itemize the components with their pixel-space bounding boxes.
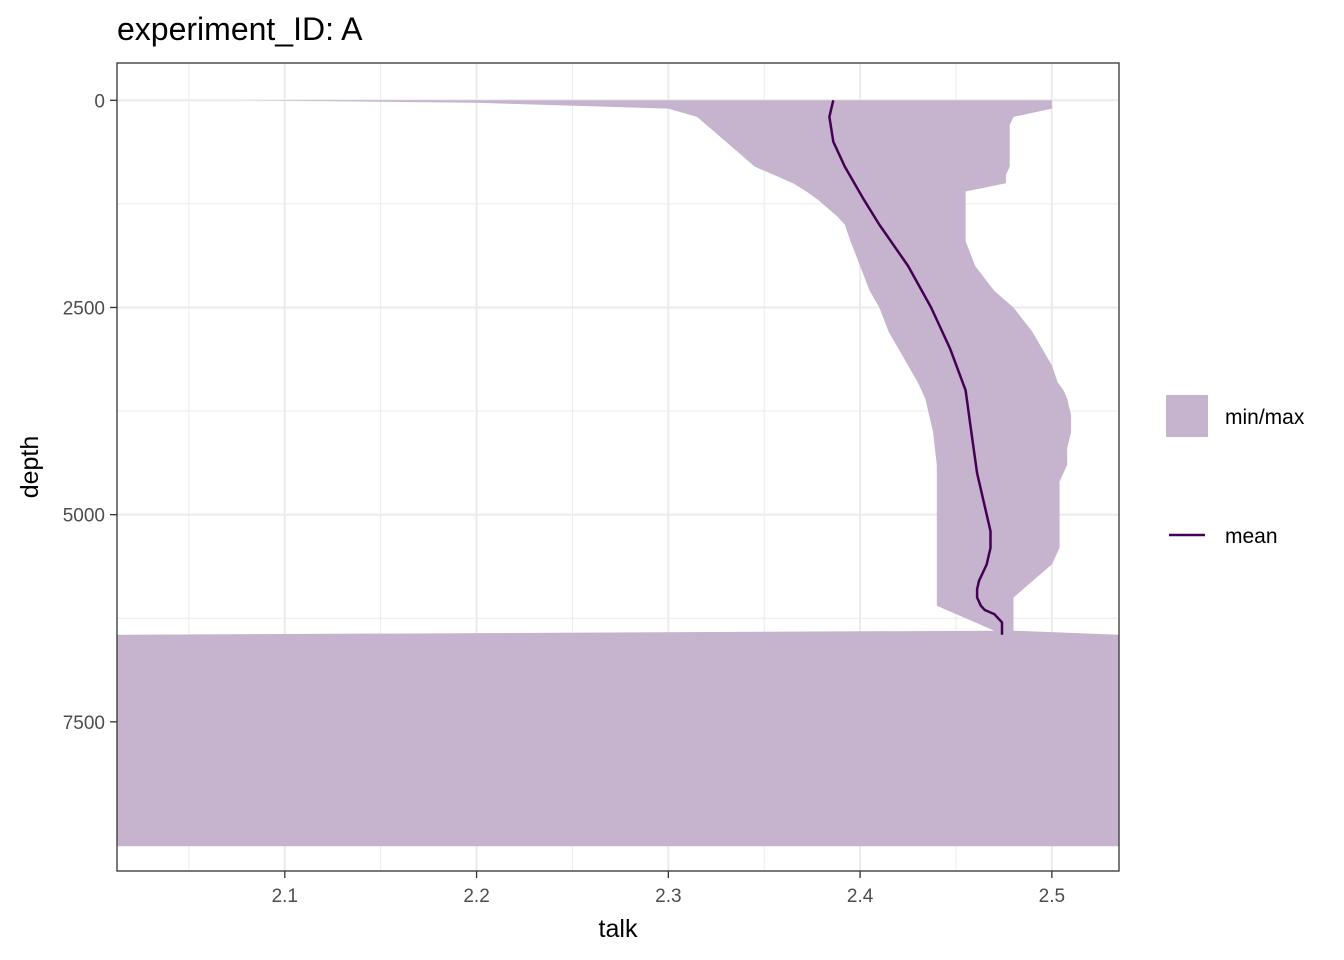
y-tick-label: 7500 <box>63 713 105 734</box>
x-tick-label: 2.2 <box>463 886 489 907</box>
mean-line <box>828 100 1004 635</box>
legend-label-min-max: min/max <box>1225 406 1305 429</box>
x-tick-label: 2.3 <box>655 886 681 907</box>
legend: min/max mean <box>1166 395 1305 548</box>
legend-key-min-max <box>1166 395 1208 437</box>
y-tick-label: 5000 <box>63 506 105 527</box>
x-axis-title: talk <box>599 915 638 943</box>
x-tick-label: 2.5 <box>1039 886 1065 907</box>
x-tick-label: 2.4 <box>847 886 874 907</box>
y-tick-label: 2500 <box>63 298 105 319</box>
data-layer <box>117 100 1119 847</box>
x-tick-label: 2.1 <box>272 886 298 907</box>
y-tick-label: 0 <box>94 91 105 112</box>
x-axis: 2.1 2.2 2.3 2.4 2.5 <box>272 871 1065 907</box>
plot-border <box>116 62 1120 872</box>
chart-title: experiment_ID: A <box>117 11 363 47</box>
y-axis-title: depth <box>16 436 44 499</box>
y-axis: 0 2500 5000 7500 <box>63 91 117 734</box>
ribbon-min-max-bottom-band <box>117 632 1119 847</box>
legend-label-mean: mean <box>1225 525 1278 548</box>
